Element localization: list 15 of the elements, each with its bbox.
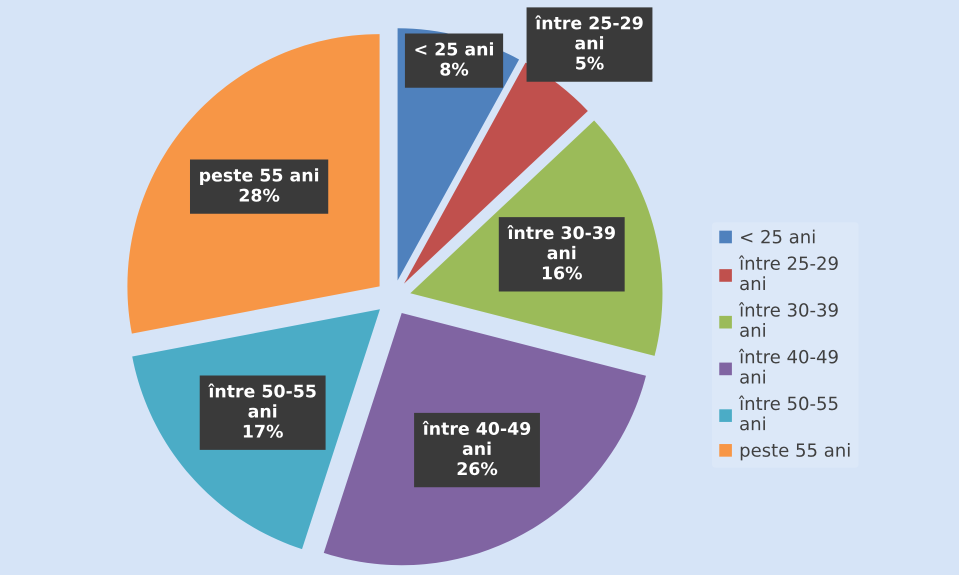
slice-label: între 40-49 ani <box>422 420 530 456</box>
legend-label: < 25 ani <box>741 230 815 244</box>
slice-label: între 25-29 ani <box>535 15 643 50</box>
data-label: 26% <box>458 462 498 476</box>
slice-label: < 25 ani <box>415 42 493 56</box>
slice-label: peste 55 ani <box>200 168 318 186</box>
legend-label: între 50-55 ani <box>738 396 838 430</box>
slice-label: între 30-39 ani <box>507 225 615 260</box>
data-label: 5% <box>576 56 604 70</box>
data-label: 28% <box>240 188 280 202</box>
data-label: 16% <box>542 266 582 280</box>
data-label: 17% <box>244 424 283 438</box>
data-label: 8% <box>440 62 468 76</box>
slice-label: între 50-55 ani <box>208 383 316 418</box>
legend-label: peste 55 ani <box>740 442 850 460</box>
